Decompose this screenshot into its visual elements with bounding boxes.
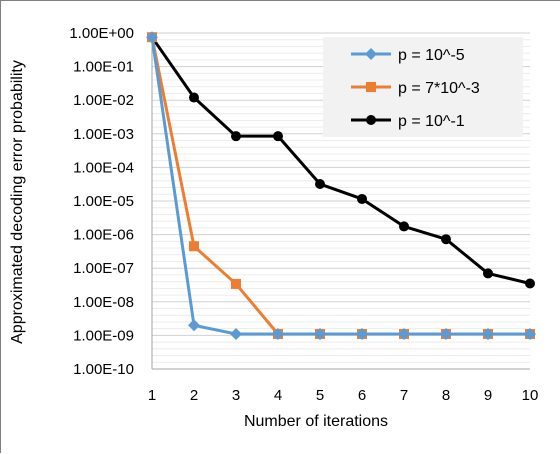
data-point xyxy=(399,221,409,232)
data-point xyxy=(440,328,452,341)
x-tick-label: 3 xyxy=(232,387,240,404)
x-tick-label: 9 xyxy=(484,387,492,404)
series-line xyxy=(150,36,531,285)
x-tick-label: 2 xyxy=(190,387,198,404)
x-tick-label: 7 xyxy=(400,387,408,404)
series-group xyxy=(146,31,536,341)
y-tick-label: 1.00E-02 xyxy=(73,92,134,109)
data-point xyxy=(366,115,376,125)
x-tick-label: 6 xyxy=(358,387,366,404)
data-point xyxy=(525,278,535,289)
y-tick-label: 1.00E-09 xyxy=(73,327,134,344)
data-point xyxy=(398,328,410,341)
x-tick-label: 8 xyxy=(442,387,450,404)
x-tick-label: 1 xyxy=(148,387,156,404)
series-1 xyxy=(146,31,536,341)
y-tick-label: 1.00E-10 xyxy=(73,361,134,378)
y-axis-title: Approximated decoding error probability xyxy=(9,60,26,344)
y-tick-label: 1.00E-03 xyxy=(73,126,134,143)
data-point xyxy=(315,179,325,190)
data-point xyxy=(231,131,241,142)
axes: 1.00E+00 1.00E-01 1.00E-02 1.00E-03 1.00E-04… xyxy=(69,25,538,404)
data-point xyxy=(524,328,536,341)
data-point xyxy=(314,328,326,341)
data-point xyxy=(356,328,368,341)
data-point xyxy=(441,234,451,245)
data-point xyxy=(357,193,367,204)
x-axis-title: Number of iterations xyxy=(244,413,388,430)
y-tick-label: 1.00E-07 xyxy=(73,260,134,277)
legend-item: p = 7*10^-3 xyxy=(351,80,480,97)
data-point xyxy=(273,131,283,142)
y-tick-label: 1.00E-08 xyxy=(73,294,134,311)
y-tick-label: 1.00E+00 xyxy=(69,25,134,42)
y-tick-label: 1.00E-06 xyxy=(73,227,134,244)
x-tick-label: 5 xyxy=(316,387,324,404)
data-point xyxy=(231,278,241,289)
data-point xyxy=(482,328,494,341)
data-point xyxy=(146,31,158,44)
data-point xyxy=(483,268,493,279)
series-3 xyxy=(147,32,535,289)
legend-label: p = 10^-1 xyxy=(398,113,465,130)
legend: p = 10^-5 p = 7*10^-3 p = 10^-1 xyxy=(323,37,523,137)
legend-label: p = 7*10^-3 xyxy=(398,80,480,97)
legend-label: p = 10^-5 xyxy=(398,47,465,64)
y-tick-label: 1.00E-05 xyxy=(73,193,134,210)
data-point xyxy=(230,328,242,341)
legend-item: p = 10^-1 xyxy=(351,113,465,130)
data-point xyxy=(272,328,284,341)
data-point xyxy=(189,92,199,103)
data-point xyxy=(366,82,376,92)
series-line xyxy=(150,36,530,336)
data-point xyxy=(188,319,200,332)
y-tick-label: 1.00E-04 xyxy=(73,159,134,176)
y-tick-label: 1.00E-01 xyxy=(73,59,134,76)
legend-item: p = 10^-5 xyxy=(351,47,465,64)
x-tick-label: 4 xyxy=(274,387,282,404)
data-point xyxy=(365,48,377,60)
x-tick-label: 10 xyxy=(522,387,539,404)
data-point xyxy=(189,241,199,252)
